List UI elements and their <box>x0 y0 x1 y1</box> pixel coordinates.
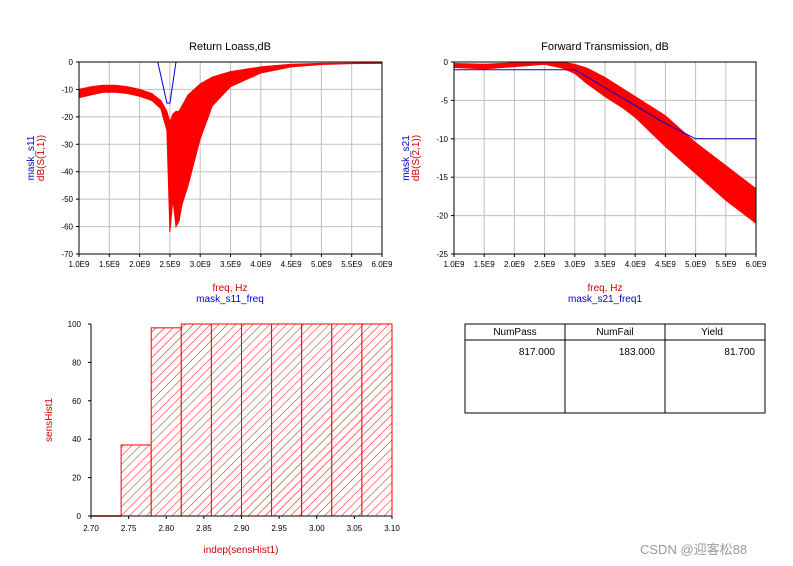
return-loss-chart: Return Loass,dB 1.0E9 1.5E9 2.0E9 2.5E9 3.0E… <box>26 41 393 305</box>
x-tick-label: 3.5E9 <box>220 260 241 269</box>
histogram-bars <box>91 323 393 517</box>
x-tick-label: 1.5E9 <box>474 260 495 269</box>
histogram-bar <box>241 323 273 517</box>
histogram-ticks: 2.70 2.75 2.80 2.85 2.90 2.95 3.00 3.05 3.10 0 20 4… <box>68 320 401 533</box>
y-tick-label: -20 <box>61 113 73 122</box>
return-loss-ylabel: dB(S(1,1)) <box>36 135 47 181</box>
watermark-text: CSDN @迎客松88 <box>640 542 747 557</box>
y-tick-label: 60 <box>72 397 81 406</box>
y-tick-label: 0 <box>444 58 449 67</box>
y-tick-label: -40 <box>61 168 73 177</box>
mask-series-line <box>157 61 177 104</box>
histogram-bar <box>150 327 182 517</box>
y-tick-label: -70 <box>61 250 73 259</box>
header-numfail: NumFail <box>596 327 633 338</box>
cell-numpass: 817.000 <box>519 347 556 358</box>
x-tick-label: 2.90 <box>234 524 250 533</box>
y-tick-label: -50 <box>61 195 73 204</box>
return-loss-xlabel: freq, Hz <box>212 283 247 294</box>
x-tick-label: 2.75 <box>121 524 137 533</box>
x-tick-label: 2.5E9 <box>159 260 180 269</box>
x-tick-label: 2.5E9 <box>534 260 555 269</box>
x-tick-label: 2.95 <box>271 524 287 533</box>
x-tick-label: 3.5E9 <box>595 260 616 269</box>
y-tick-label: -20 <box>436 212 448 221</box>
y-tick-label: 0 <box>69 58 74 67</box>
x-tick-label: 2.0E9 <box>129 260 150 269</box>
x-tick-label: 6.0E9 <box>372 260 393 269</box>
histogram-bar <box>210 323 242 517</box>
x-tick-label: 3.00 <box>309 524 325 533</box>
return-loss-title: Return Loass,dB <box>189 41 271 53</box>
x-tick-label: 2.0E9 <box>504 260 525 269</box>
histogram-bar <box>301 323 333 517</box>
y-tick-label: -30 <box>61 140 73 149</box>
x-tick-label: 1.5E9 <box>99 260 120 269</box>
forward-transmission-ylabel-mask: mask_s21 <box>401 135 412 181</box>
forward-transmission-ylabel: dB(S(2,1)) <box>411 135 422 181</box>
return-loss-ylabel-mask: mask_s11 <box>26 135 37 180</box>
x-tick-label: 6.0E9 <box>746 260 767 269</box>
histogram-bar <box>331 323 363 517</box>
yield-table-frame <box>464 323 766 414</box>
x-tick-label: 4.5E9 <box>281 260 302 269</box>
y-tick-label: 20 <box>72 474 81 483</box>
x-tick-label: 4.0E9 <box>625 260 646 269</box>
x-tick-label: 1.0E9 <box>69 260 90 269</box>
x-tick-label: 2.70 <box>83 524 99 533</box>
header-numpass: NumPass <box>493 327 536 338</box>
return-loss-xlabel-mask: mask_s11_freq <box>196 294 264 305</box>
y-tick-label: 80 <box>72 358 81 367</box>
x-tick-label: 1.0E9 <box>444 260 465 269</box>
sensitivity-histogram: 2.70 2.75 2.80 2.85 2.90 2.95 3.00 3.05 3.10 0 20 4… <box>44 320 400 556</box>
histogram-bar <box>361 323 393 517</box>
header-yield: Yield <box>701 327 723 338</box>
y-tick-label: -10 <box>436 135 448 144</box>
yield-table: NumPass NumFail Yield 817.000 183.000 81… <box>464 323 766 414</box>
forward-transmission-title: Forward Transmission, dB <box>541 41 669 53</box>
forward-transmission-xlabel: freq, Hz <box>587 283 622 294</box>
y-tick-label: 100 <box>68 320 82 329</box>
x-tick-label: 3.05 <box>347 524 363 533</box>
cell-numfail: 183.000 <box>619 347 656 358</box>
forward-transmission-chart: Forward Transmission, dB 1.0E9 1.5E9 2.0E9… <box>401 41 767 305</box>
y-tick-label: 0 <box>77 512 82 521</box>
histogram-bar <box>271 323 303 517</box>
return-loss-ticks: 1.0E9 1.5E9 2.0E9 2.5E9 3.0E9 3.5E9 4.0E9 4.5E9… <box>61 58 393 269</box>
y-tick-label: -10 <box>61 85 73 94</box>
x-tick-label: 3.0E9 <box>564 260 585 269</box>
x-tick-label: 2.80 <box>158 524 174 533</box>
y-tick-label: 40 <box>72 435 81 444</box>
x-tick-label: 5.0E9 <box>311 260 332 269</box>
y-tick-label: -15 <box>436 173 448 182</box>
cell-yield: 81.700 <box>724 347 755 358</box>
histogram-bar <box>180 323 212 517</box>
x-tick-label: 3.10 <box>384 524 400 533</box>
y-tick-label: -5 <box>441 96 449 105</box>
x-tick-label: 3.0E9 <box>190 260 211 269</box>
histogram-xlabel: indep(sensHist1) <box>203 545 278 556</box>
x-tick-label: 5.5E9 <box>341 260 362 269</box>
histogram-ylabel: sensHist1 <box>44 398 55 442</box>
x-tick-label: 5.0E9 <box>685 260 706 269</box>
x-tick-label: 4.0E9 <box>250 260 271 269</box>
forward-transmission-ticks: 1.0E9 1.5E9 2.0E9 2.5E9 3.0E9 3.5E9 4.0E9 4.5E9… <box>436 58 767 269</box>
y-tick-label: -25 <box>436 250 448 259</box>
x-tick-label: 4.5E9 <box>655 260 676 269</box>
y-tick-label: -60 <box>61 223 73 232</box>
x-tick-label: 2.85 <box>196 524 212 533</box>
histogram-bar <box>120 444 152 517</box>
x-tick-label: 5.5E9 <box>715 260 736 269</box>
mask-series-line <box>454 69 756 140</box>
forward-transmission-xlabel-mask: mask_s21_freq1 <box>568 294 642 305</box>
